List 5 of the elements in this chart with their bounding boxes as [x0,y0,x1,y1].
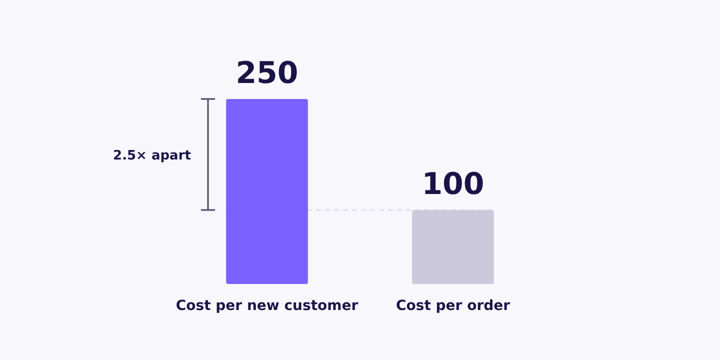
x-tick-label: Cost per order [396,298,510,314]
x-tick-label: Cost per new customer [176,298,358,314]
text: 2.5× apart [113,148,191,164]
data-label: 100 [422,167,484,202]
data-label: 250 [236,56,298,91]
